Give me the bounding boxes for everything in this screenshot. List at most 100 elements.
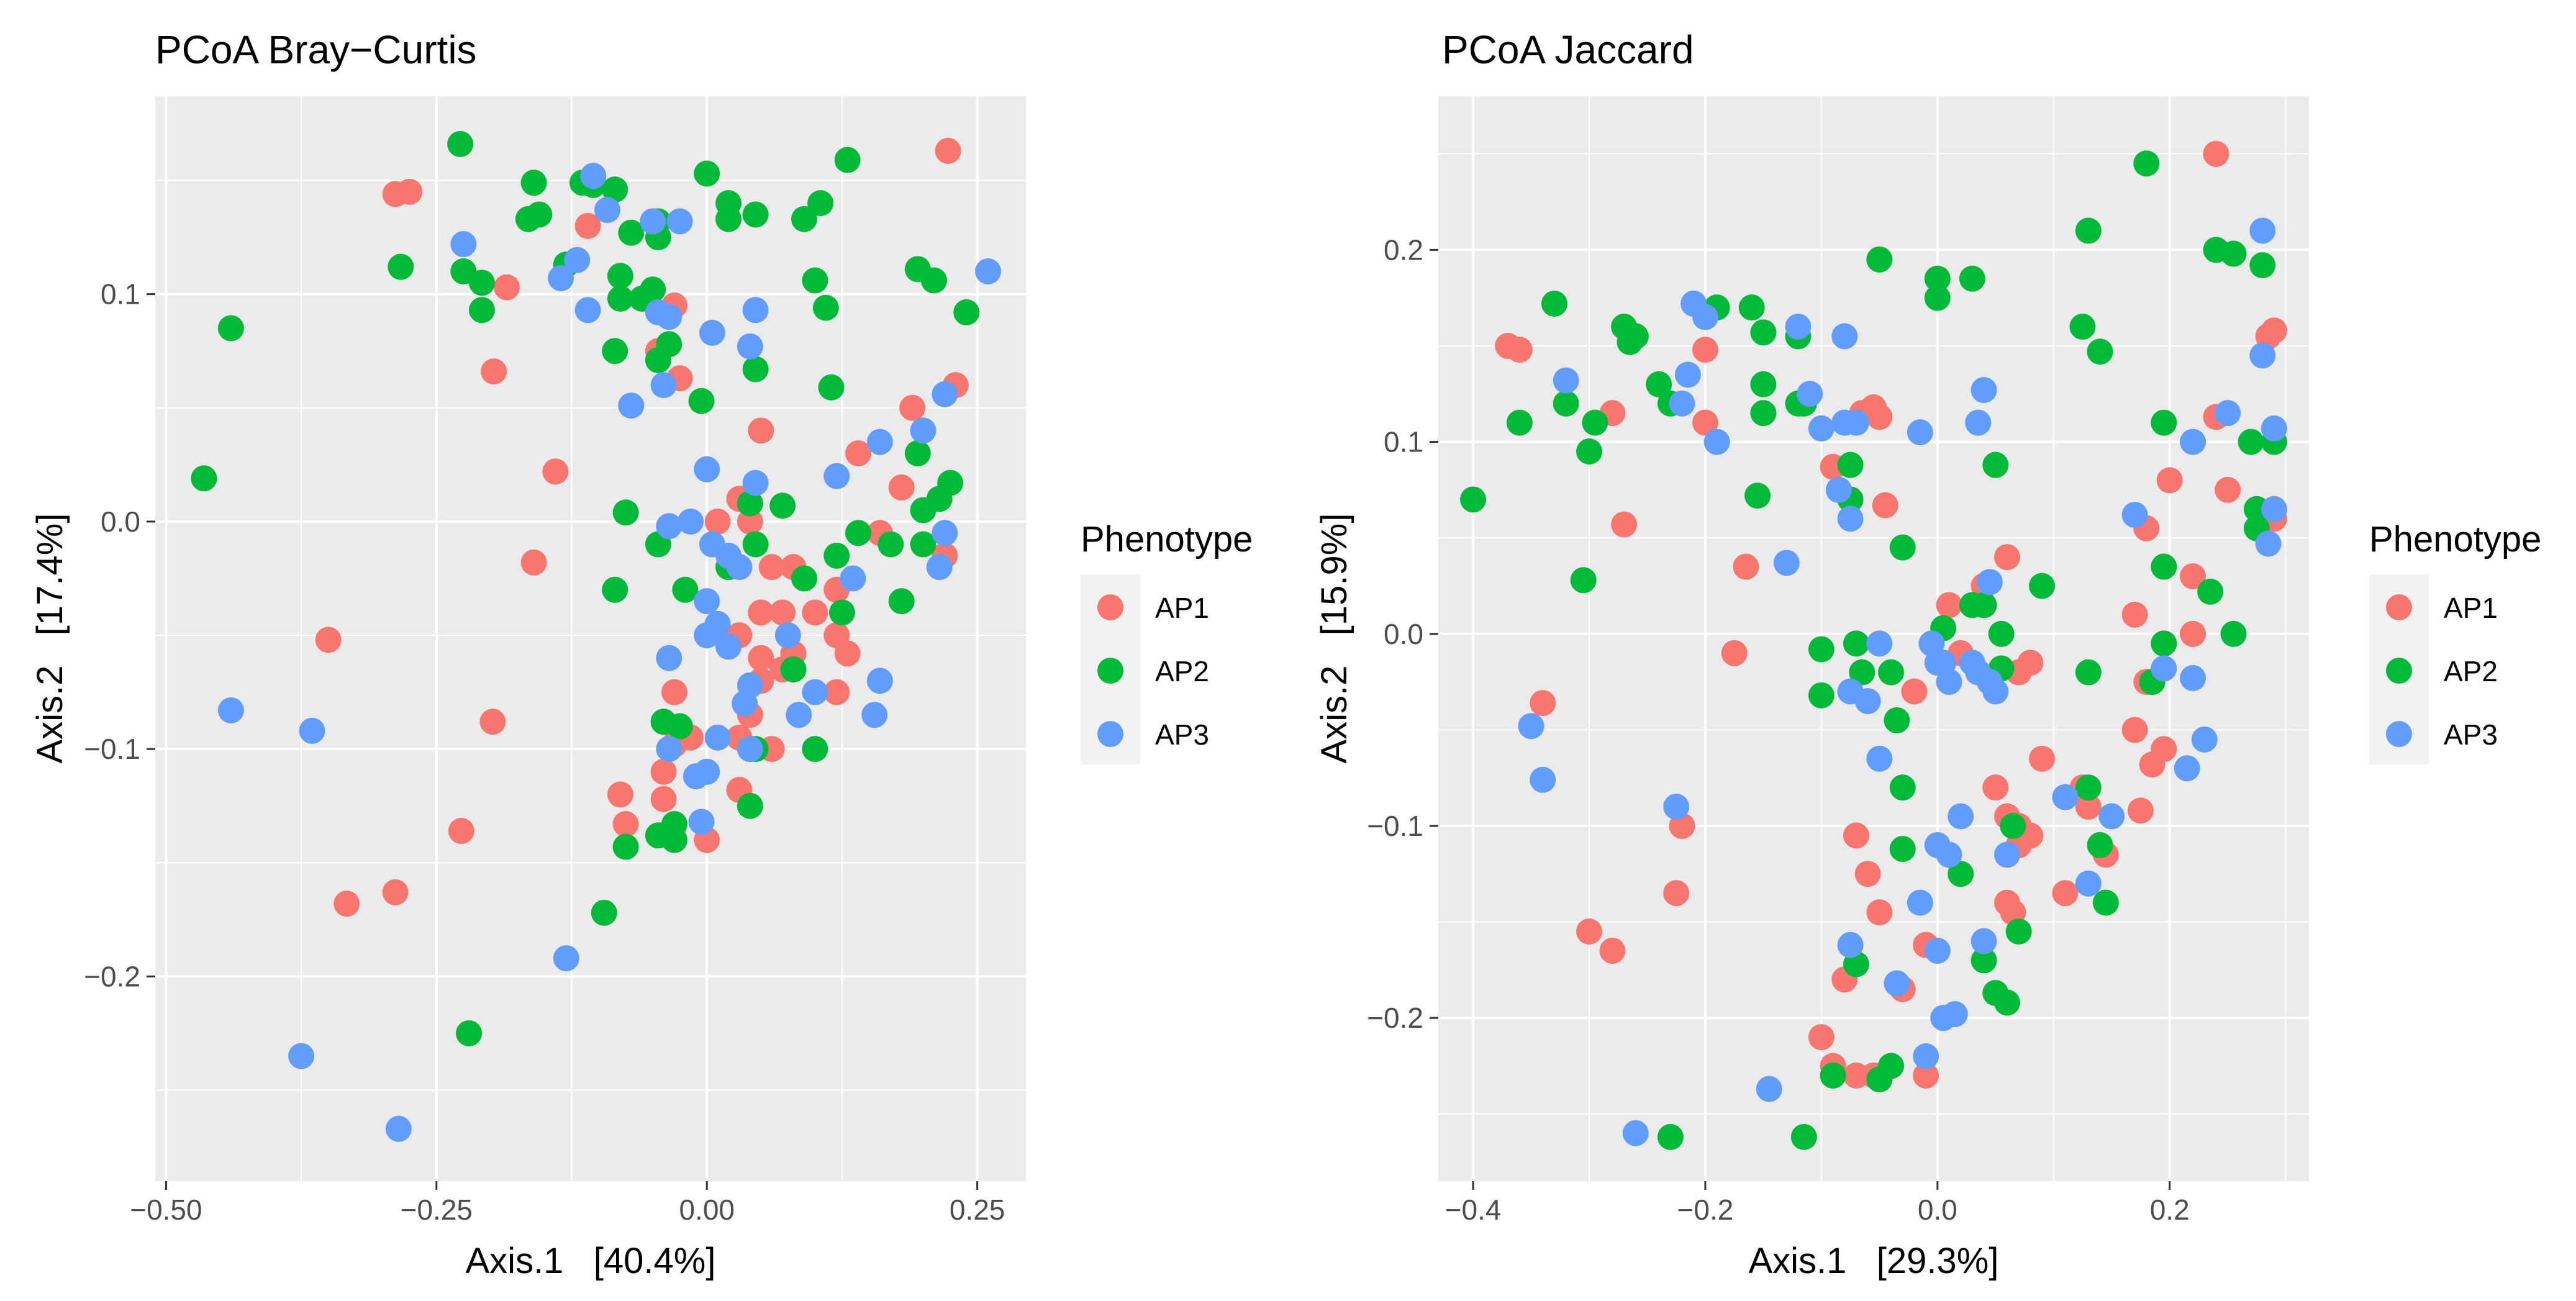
bray-curtis-point-ap1	[888, 474, 915, 501]
bray-curtis-point-ap3	[385, 1115, 412, 1142]
jaccard-point-ap2	[1843, 630, 1869, 657]
jaccard-y-tick-label: 0.1	[1384, 426, 1423, 458]
jaccard-point-ap2	[2238, 428, 2264, 455]
bray-curtis-point-ap1	[315, 627, 342, 653]
bray-curtis-point-ap2	[468, 270, 495, 296]
bray-curtis-point-ap2	[612, 499, 639, 526]
jaccard-point-ap3	[2191, 726, 2218, 753]
bray-curtis-point-ap2	[602, 338, 628, 365]
jaccard-point-ap2	[2069, 314, 2096, 340]
jaccard-point-ap1	[1866, 899, 1893, 926]
jaccard-point-ap3	[2121, 502, 2148, 528]
bray-curtis-point-ap3	[694, 456, 720, 483]
jaccard-point-ap3	[1756, 1076, 1782, 1102]
bray-curtis-point-ap1	[737, 508, 763, 535]
jaccard-point-ap3	[2249, 217, 2276, 244]
bray-curtis-title: PCoA Bray−Curtis	[155, 27, 477, 72]
bray-curtis-point-ap2	[834, 147, 861, 173]
jaccard-point-ap2	[2092, 889, 2119, 916]
jaccard-point-ap1	[1901, 678, 1928, 705]
bray-curtis-point-ap1	[899, 394, 926, 421]
jaccard-point-ap2	[1959, 592, 1985, 619]
bray-curtis-point-ap3	[715, 633, 742, 660]
jaccard-point-ap2	[2087, 338, 2113, 365]
bray-curtis-point-ap3	[580, 163, 607, 189]
jaccard-point-ap2	[1924, 284, 1951, 311]
jaccard-point-ap3	[2249, 342, 2276, 369]
jaccard-point-ap1	[1663, 880, 1690, 907]
jaccard-point-ap1	[2180, 563, 2206, 590]
bray-curtis-plot-background	[155, 96, 1026, 1181]
jaccard-point-ap3	[2180, 664, 2206, 691]
jaccard-legend-key-ap1	[2386, 594, 2412, 620]
jaccard-point-ap2	[1878, 1053, 1905, 1079]
bray-curtis-point-ap1	[494, 274, 520, 301]
bray-curtis-point-ap3	[742, 469, 769, 496]
bray-curtis-point-ap1	[823, 622, 850, 649]
bray-curtis-point-ap2	[520, 170, 547, 196]
bray-curtis-point-ap3	[217, 697, 244, 723]
bray-curtis-point-ap3	[737, 736, 763, 763]
bray-curtis-point-ap2	[812, 294, 839, 321]
jaccard-title: PCoA Jaccard	[1442, 27, 1694, 72]
jaccard-point-ap2	[1738, 294, 1765, 321]
bray-curtis-x-axis-label: Axis.1 [40.4%]	[466, 1241, 716, 1281]
jaccard-point-ap2	[1988, 620, 2015, 647]
jaccard-point-ap2	[1889, 774, 1916, 801]
bray-curtis-point-ap2	[672, 576, 699, 603]
jaccard-point-ap2	[2029, 573, 2056, 599]
jaccard-point-ap3	[1936, 669, 1962, 696]
bray-curtis-point-ap2	[791, 565, 817, 592]
bray-curtis-legend-title: Phenotype	[1081, 519, 1253, 560]
jaccard-point-ap2	[1808, 682, 1834, 709]
bray-curtis-points	[191, 130, 1002, 1142]
bray-curtis-point-ap3	[694, 622, 720, 649]
jaccard-point-ap1	[1576, 918, 1603, 945]
bray-curtis-point-ap3	[840, 565, 866, 592]
jaccard-point-ap2	[1993, 989, 2020, 1016]
bray-curtis-point-ap2	[802, 736, 828, 763]
jaccard-point-ap3	[2261, 496, 2287, 522]
bray-curtis-point-ap3	[678, 508, 704, 535]
jaccard-legend-title: Phenotype	[2369, 519, 2541, 560]
jaccard-point-ap3	[1837, 932, 1864, 958]
jaccard-point-ap3	[2215, 400, 2241, 427]
bray-curtis-point-ap3	[288, 1043, 315, 1069]
jaccard-point-ap1	[1611, 511, 1638, 538]
bray-curtis-point-ap2	[715, 206, 742, 232]
jaccard-point-ap3	[1907, 889, 1933, 916]
jaccard-point-ap3	[2255, 530, 2282, 557]
bray-curtis-point-ap3	[656, 513, 683, 540]
jaccard-point-ap1	[2215, 476, 2241, 503]
bray-curtis-x-tick-label: 0.00	[679, 1194, 735, 1226]
jaccard-point-ap1	[1506, 337, 1533, 363]
jaccard-legend-label-ap1: AP1	[2444, 592, 2498, 624]
bray-curtis-point-ap3	[694, 588, 720, 615]
bray-curtis-point-ap1	[650, 758, 677, 785]
jaccard-point-ap2	[1460, 486, 1487, 513]
bray-curtis-point-ap2	[742, 356, 769, 383]
jaccard-point-ap3	[1622, 1120, 1649, 1146]
bray-curtis-point-ap1	[607, 781, 633, 808]
bray-curtis-point-ap3	[737, 333, 763, 360]
jaccard-point-ap3	[1982, 678, 2009, 705]
jaccard-x-axis-label: Axis.1 [29.3%]	[1749, 1241, 1999, 1281]
bray-curtis-point-ap2	[618, 219, 645, 246]
jaccard-point-ap1	[1982, 774, 2009, 801]
bray-curtis-point-ap2	[769, 492, 796, 519]
bray-curtis-point-ap1	[823, 679, 850, 705]
bray-curtis-point-ap3	[932, 381, 958, 407]
jaccard-point-ap3	[1663, 794, 1690, 820]
bray-curtis-point-ap2	[388, 253, 414, 280]
bray-curtis-point-ap1	[845, 440, 872, 467]
jaccard-point-ap3	[1965, 409, 1992, 436]
jaccard-point-ap2	[1617, 329, 1643, 355]
jaccard-point-ap2	[1837, 451, 1864, 478]
bray-curtis-point-ap1	[935, 137, 961, 164]
bray-curtis-point-ap2	[217, 315, 244, 342]
bray-curtis-legend-label-ap2: AP2	[1155, 655, 1209, 687]
jaccard-y-ticks: −0.2 −0.1 0.0 0.1 0.2	[1367, 233, 1438, 1034]
jaccard-point-ap2	[2220, 240, 2247, 267]
bray-curtis-point-ap3	[666, 208, 693, 235]
jaccard-point-ap1	[1993, 544, 2020, 571]
